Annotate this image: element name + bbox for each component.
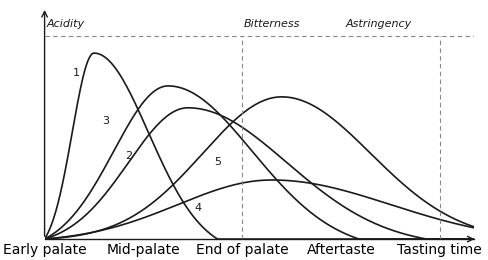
Text: Astringency: Astringency [345,19,411,29]
Text: Bitterness: Bitterness [244,19,300,29]
Text: 1: 1 [73,68,80,78]
Text: 3: 3 [102,116,109,126]
Text: 5: 5 [214,158,221,167]
Text: 4: 4 [194,203,201,213]
Text: Acidity: Acidity [46,19,84,29]
Text: 2: 2 [125,151,132,161]
